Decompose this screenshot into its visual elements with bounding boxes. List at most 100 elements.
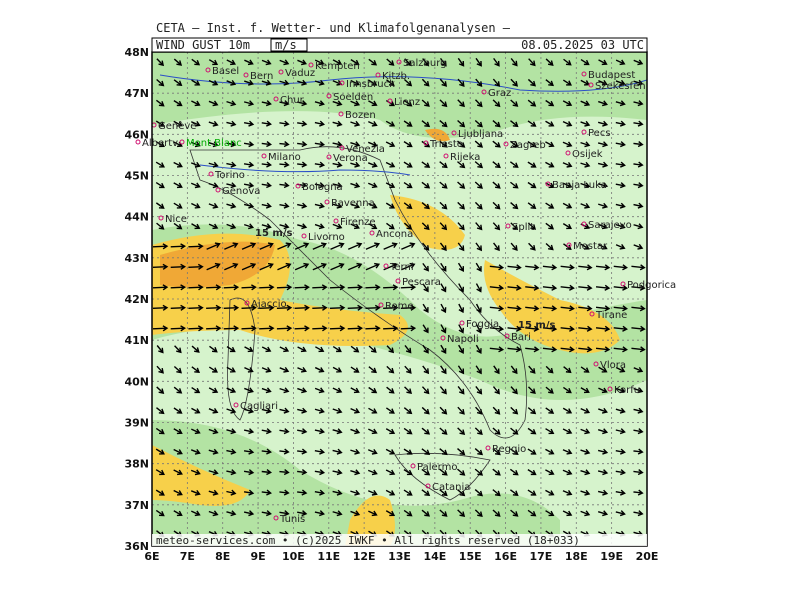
wind-arrow xyxy=(615,387,626,394)
wind-arrow xyxy=(226,141,237,148)
wind-arrow xyxy=(155,489,165,496)
wind-arrow xyxy=(580,366,590,373)
wind-arrow xyxy=(365,284,381,291)
city-marker xyxy=(326,154,332,160)
wind-arrow xyxy=(545,365,554,374)
wind-arrow xyxy=(332,387,343,394)
city-marker xyxy=(295,183,301,189)
wind-arrow xyxy=(527,448,537,455)
wind-arrow xyxy=(332,448,343,455)
wind-arrow xyxy=(510,242,518,251)
wind-arrow xyxy=(545,79,554,87)
wind-arrow xyxy=(440,324,447,334)
wind-arrow xyxy=(209,345,218,353)
wind-arrow xyxy=(365,325,381,332)
wind-arrow xyxy=(545,448,555,455)
city-marker xyxy=(503,141,509,147)
wind-arrow xyxy=(314,223,325,230)
city-label: Ajaccio xyxy=(251,299,287,310)
city-label: Terni xyxy=(389,262,414,273)
wind-arrow xyxy=(403,120,413,127)
wind-arrow xyxy=(347,325,364,332)
city-marker xyxy=(620,281,626,287)
wind-arrow xyxy=(474,181,483,189)
wind-arrow xyxy=(509,448,519,455)
wind-arrow xyxy=(277,242,292,250)
wind-arrow xyxy=(527,469,537,476)
lat-label: 43N xyxy=(124,252,149,265)
wind-arrow xyxy=(440,344,447,354)
wind-arrow xyxy=(422,242,430,251)
wind-arrow xyxy=(173,58,183,66)
wind-arrow xyxy=(631,264,646,271)
wind-arrow xyxy=(527,407,537,415)
wind-arrow xyxy=(580,243,590,250)
wind-arrow xyxy=(510,509,519,517)
field-name: WIND_GUST_10m xyxy=(156,38,250,52)
wind-arrow xyxy=(386,222,395,230)
wind-arrow xyxy=(350,345,360,353)
wind-arrow xyxy=(492,448,501,456)
city-label: Ravenna xyxy=(331,198,375,209)
wind-arrow xyxy=(208,366,219,373)
wind-arrow xyxy=(156,386,165,394)
wind-arrow xyxy=(191,510,201,517)
wind-arrow xyxy=(383,325,399,332)
wind-arrow xyxy=(276,325,293,332)
wind-arrow xyxy=(190,121,201,127)
gust-zone xyxy=(484,260,620,354)
city-label: Basel xyxy=(212,66,239,77)
wind-arrow xyxy=(457,181,466,189)
city-label: Bozen xyxy=(345,110,376,121)
wind-arrow xyxy=(510,58,518,67)
wind-arrow xyxy=(527,489,537,496)
city-marker xyxy=(545,181,551,187)
wind-arrow xyxy=(403,161,413,168)
wind-arrow xyxy=(156,365,164,374)
wind-arrow xyxy=(578,346,593,353)
wind-arrow xyxy=(208,408,219,414)
wind-arrow xyxy=(527,509,537,517)
wind-arrow xyxy=(439,448,448,456)
wind-arrow xyxy=(277,262,292,271)
wind-arrow xyxy=(244,346,254,353)
wind-arrow xyxy=(190,489,201,496)
wind-arrow xyxy=(385,448,396,455)
wind-arrow xyxy=(457,57,465,67)
wind-arrow xyxy=(243,448,255,455)
wind-arrow xyxy=(597,161,609,168)
wind-arrow xyxy=(156,345,164,354)
wind-arrow xyxy=(350,161,361,168)
wind-arrow xyxy=(279,346,290,353)
wind-arrow xyxy=(173,428,183,435)
wind-arrow xyxy=(475,283,482,293)
lon-label: 10E xyxy=(282,550,305,563)
wind-arrow xyxy=(562,202,573,209)
city-label: Podgorica xyxy=(627,280,676,291)
wind-arrow xyxy=(458,303,465,314)
wind-arrow xyxy=(421,202,430,210)
wind-arrow xyxy=(170,243,187,250)
wind-arrow xyxy=(332,366,343,373)
wind-arrow xyxy=(297,510,308,517)
wind-arrow xyxy=(528,242,536,251)
wind-arrow xyxy=(297,366,307,373)
wind-arrow xyxy=(173,510,183,517)
gust-zone xyxy=(152,445,250,506)
city-marker xyxy=(215,187,221,193)
wind-arrow xyxy=(580,100,591,107)
wind-arrow xyxy=(243,202,255,209)
wind-arrow xyxy=(493,57,500,67)
wind-arrow xyxy=(243,141,255,148)
wind-arrow xyxy=(226,407,237,414)
wind-arrow xyxy=(510,386,518,395)
wind-arrow xyxy=(633,79,644,86)
wind-arrow xyxy=(597,469,609,476)
wind-arrow xyxy=(332,202,343,209)
wind-arrow xyxy=(545,386,554,394)
city-marker xyxy=(566,242,572,248)
wind-arrow xyxy=(422,365,430,375)
wind-arrow xyxy=(421,509,431,517)
wind-arrow xyxy=(155,469,166,476)
